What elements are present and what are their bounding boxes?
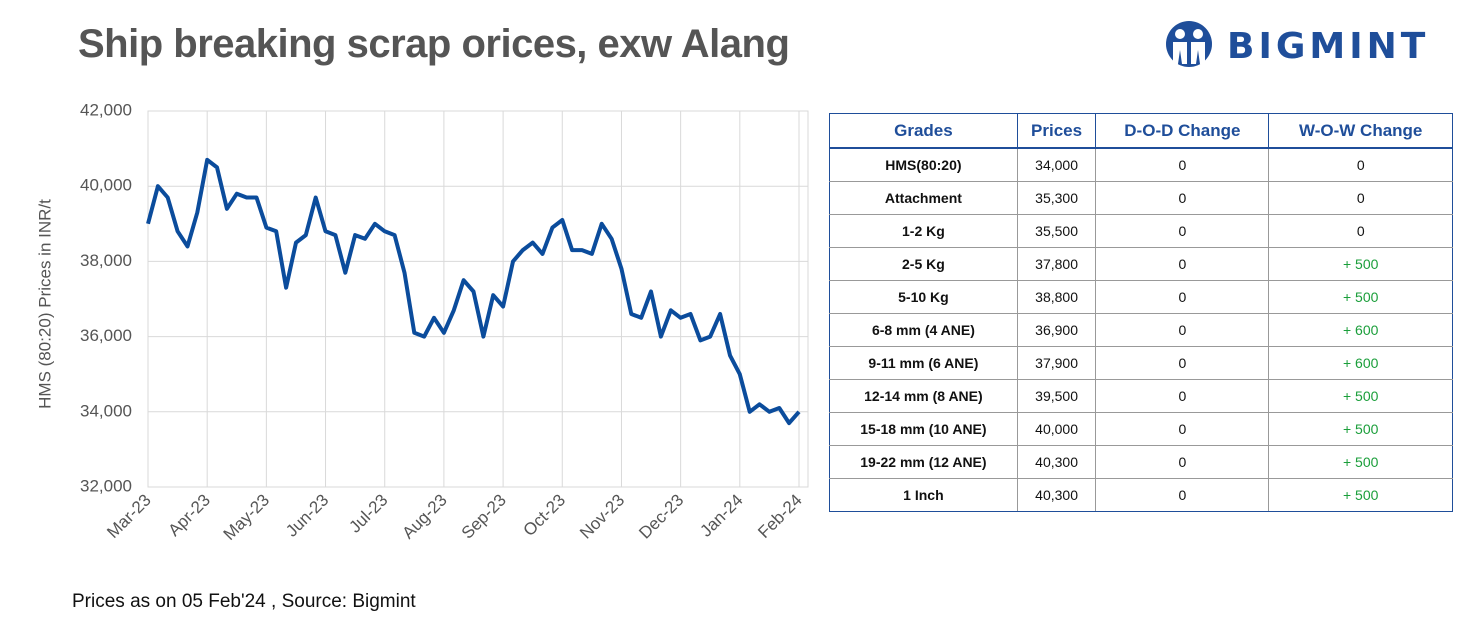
- x-tick-label: Sep-23: [458, 490, 510, 542]
- table-cell: + 500: [1268, 379, 1453, 413]
- table-cell: 0: [1268, 181, 1453, 215]
- table-cell: 0: [1095, 346, 1270, 380]
- x-tick-label: Dec-23: [635, 490, 687, 542]
- x-tick-label: Jun-23: [282, 490, 332, 540]
- table-row: 15-18 mm (10 ANE) 40,000 0 + 500: [829, 412, 1453, 446]
- x-tick-label: May-23: [220, 490, 274, 544]
- x-tick-label: Jul-23: [345, 490, 391, 536]
- table-cell: 0: [1268, 214, 1453, 248]
- x-tick-label: Nov-23: [576, 490, 628, 542]
- column-header: W-O-W Change: [1268, 113, 1453, 149]
- table-cell: 19-22 mm (12 ANE): [829, 445, 1018, 479]
- table-cell: + 500: [1268, 445, 1453, 479]
- table-cell: 0: [1095, 247, 1270, 281]
- table-cell: 0: [1095, 214, 1270, 248]
- x-tick-label: Apr-23: [164, 490, 214, 540]
- table-cell: 0: [1095, 181, 1270, 215]
- logo-icon-part: [1175, 29, 1185, 39]
- column-header: Grades: [829, 113, 1018, 149]
- table-cell: Attachment: [829, 181, 1018, 215]
- table-cell: 38,800: [1016, 280, 1097, 314]
- y-tick-label: 40,000: [80, 176, 132, 195]
- y-tick-label: 32,000: [80, 476, 132, 495]
- footer: Prices as on 05 Feb'24 , Source: Bigmint: [72, 591, 416, 612]
- table-row: 9-11 mm (6 ANE) 37,900 0 + 600: [829, 346, 1453, 380]
- table-cell: 1 Inch: [829, 478, 1018, 512]
- table-row: HMS(80:20) 34,000 0 0: [829, 148, 1453, 182]
- table-row: 1 Inch 40,300 0 + 500: [829, 478, 1453, 512]
- column-header: D-O-D Change: [1095, 113, 1270, 149]
- chart: 32,000 34,000 36,000 38,000 40,000 42,000 Mar-…: [35, 100, 809, 544]
- table-cell: 37,800: [1016, 247, 1097, 281]
- x-tick-label: Mar-23: [103, 490, 155, 542]
- table-row: 6-8 mm (4 ANE) 36,900 0 + 600: [829, 313, 1453, 347]
- logo-icon-part: [1173, 42, 1205, 64]
- chart-title: Ship breaking scrap orices, exw Alang: [78, 22, 790, 66]
- table-cell: 9-11 mm (6 ANE): [829, 346, 1018, 380]
- x-tick-label: Feb-24: [754, 490, 806, 542]
- price-line: [146, 157, 801, 426]
- x-tick-label: Aug-23: [399, 490, 451, 542]
- table-cell: 6-8 mm (4 ANE): [829, 313, 1018, 347]
- y-axis-label: HMS (80:20) Prices in INR/t: [35, 199, 54, 409]
- y-tick-label: 42,000: [80, 100, 132, 119]
- y-tick-label: 38,000: [80, 251, 132, 270]
- table-cell: + 600: [1268, 313, 1453, 347]
- table-cell: 37,900: [1016, 346, 1097, 380]
- table-header: Grades Prices D-O-D Change W-O-W Change: [829, 113, 1453, 149]
- table-row: 1-2 Kg 35,500 0 0: [829, 214, 1453, 248]
- table-cell: 15-18 mm (10 ANE): [829, 412, 1018, 446]
- plot-area: [147, 110, 809, 488]
- table-cell: 12-14 mm (8 ANE): [829, 379, 1018, 413]
- table-cell: 0: [1095, 313, 1270, 347]
- table-cell: 0: [1095, 148, 1270, 182]
- table-cell: 0: [1095, 412, 1270, 446]
- logo-text: BIGMINT: [1227, 26, 1429, 67]
- table-cell: 0: [1268, 148, 1453, 182]
- table-cell: 0: [1095, 379, 1270, 413]
- logo-icon-part: [1193, 29, 1203, 39]
- table-cell: HMS(80:20): [829, 148, 1018, 182]
- table-cell: + 500: [1268, 478, 1453, 512]
- table-row: 19-22 mm (12 ANE) 40,300 0 + 500: [829, 445, 1453, 479]
- table-cell: 1-2 Kg: [829, 214, 1018, 248]
- table-cell: 35,300: [1016, 181, 1097, 215]
- logo-icon: [1166, 21, 1212, 67]
- table-row: Attachment 35,300 0 0: [829, 181, 1453, 215]
- table-cell: 39,500: [1016, 379, 1097, 413]
- table-cell: 0: [1095, 478, 1270, 512]
- y-tick-label: 36,000: [80, 326, 132, 345]
- table-cell: 34,000: [1016, 148, 1097, 182]
- price-table: Grades Prices D-O-D Change W-O-W Change HMS(…: [829, 113, 1453, 512]
- table-cell: + 500: [1268, 412, 1453, 446]
- column-header: Prices: [1016, 113, 1097, 149]
- table-body: HMS(80:20) 34,000 0 0 Attachment 35,300 0 0 1-2 …: [829, 148, 1453, 512]
- table-cell: + 500: [1268, 280, 1453, 314]
- table-cell: 5-10 Kg: [829, 280, 1018, 314]
- x-tick-label: Jan-24: [696, 490, 746, 540]
- table-cell: + 600: [1268, 346, 1453, 380]
- table-cell: 36,900: [1016, 313, 1097, 347]
- y-tick-label: 34,000: [80, 401, 132, 420]
- table-cell: 40,300: [1016, 478, 1097, 512]
- x-tick-label: Oct-23: [520, 490, 570, 540]
- table-row: 12-14 mm (8 ANE) 39,500 0 + 500: [829, 379, 1453, 413]
- table-row: 5-10 Kg 38,800 0 + 500: [829, 280, 1453, 314]
- table-cell: 0: [1095, 445, 1270, 479]
- table-cell: + 500: [1268, 247, 1453, 281]
- table-cell: 40,000: [1016, 412, 1097, 446]
- table-row: 2-5 Kg 37,800 0 + 500: [829, 247, 1453, 281]
- table-cell: 0: [1095, 280, 1270, 314]
- table-cell: 40,300: [1016, 445, 1097, 479]
- table-cell: 2-5 Kg: [829, 247, 1018, 281]
- logo: BIGMINT: [1166, 21, 1429, 67]
- table-cell: 35,500: [1016, 214, 1097, 248]
